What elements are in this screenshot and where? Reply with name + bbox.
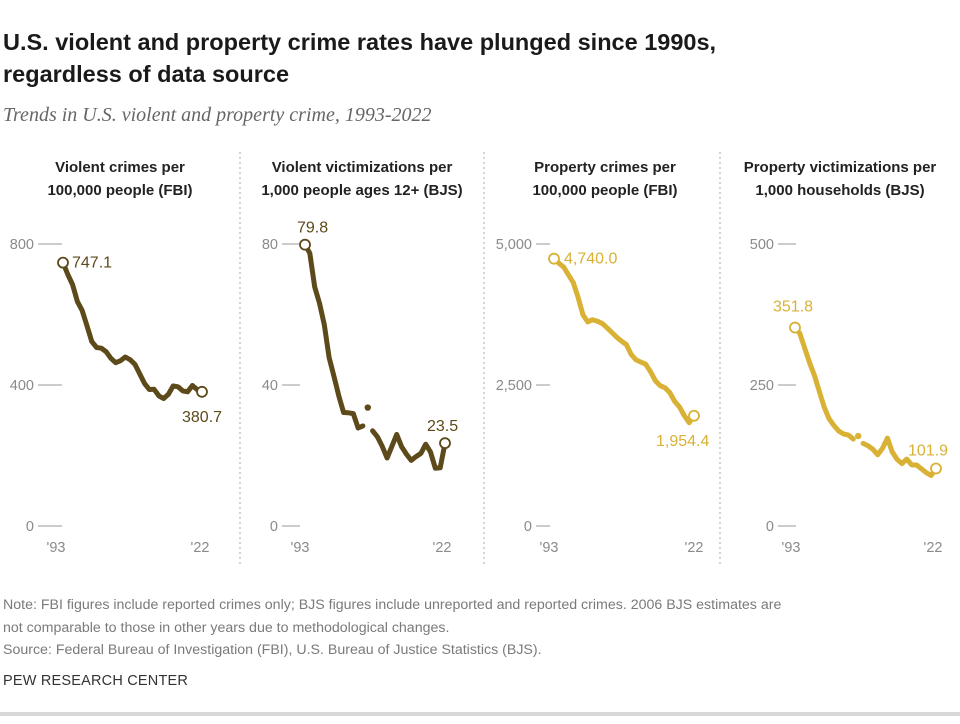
y-tick-label-3-2: 500 (750, 237, 774, 253)
x-tick-label-end-3: '22 (924, 540, 943, 556)
endpoint-marker-end-1 (439, 437, 451, 450)
panel-title-3-line2: 100,000 people (FBI) (532, 182, 678, 199)
note-line2: not comparable to those in other years d… (3, 619, 450, 636)
y-tick-label-3-0: 0 (766, 519, 774, 535)
series-line-3-2 (860, 435, 939, 478)
data-label-end-1: 23.5 (427, 418, 458, 435)
series-line-3-0 (792, 325, 856, 442)
y-tick-label-1-2: 80 (262, 237, 278, 253)
panel-title-3-line1: Property crimes per (534, 159, 676, 176)
x-tick-label-end-2: '22 (685, 540, 704, 556)
y-tick-label-1-0: 0 (270, 519, 278, 535)
data-label-start-2: 4,740.0 (564, 251, 617, 268)
y-tick-label-2-2: 5,000 (496, 237, 532, 253)
y-tick-label-3-1: 250 (750, 378, 774, 394)
y-tick-label-0-1: 400 (10, 378, 34, 394)
panel-title-4-line2: 1,000 households (BJS) (755, 182, 925, 199)
note-line1: Note: FBI figures include reported crime… (3, 597, 782, 613)
data-label-start-0: 747.1 (72, 255, 112, 272)
x-tick-label-end-1: '22 (433, 540, 452, 556)
panel-title-1: Violent crimes per 100,000 people (FBI) (2, 156, 238, 202)
x-tick-label-start-2: '93 (540, 540, 559, 556)
chart-title-line2: regardless of data source (3, 61, 290, 87)
y-tick-label-0-0: 0 (26, 519, 34, 535)
endpoint-marker-end-0 (196, 385, 208, 398)
panel-title-4: Property victimizations per 1,000 househ… (722, 156, 958, 202)
series-line-0-0 (60, 260, 205, 401)
y-tick-label-2-1: 2,500 (496, 378, 532, 394)
data-label-end-0: 380.7 (182, 409, 222, 426)
y-tick-label-2-0: 0 (524, 519, 532, 535)
endpoint-marker-end-2 (688, 409, 700, 422)
panel-title-2-line1: Violent victimizations per (271, 159, 453, 176)
series-line-1-0 (302, 242, 366, 431)
chart-note: Note: FBI figures include reported crime… (3, 594, 953, 662)
x-tick-label-start-0: '93 (47, 540, 66, 556)
source-line: Source: Federal Bureau of Investigation … (3, 642, 542, 658)
data-label-end-3: 101.9 (908, 443, 948, 460)
x-tick-label-start-1: '93 (291, 540, 310, 556)
panel-title-4-line1: Property victimizations per (743, 159, 937, 176)
panel-title-2-line2: 1,000 people ages 12+ (BJS) (261, 182, 463, 199)
y-tick-label-0-2: 800 (10, 237, 34, 253)
pew-research-logo-text: PEW RESEARCH CENTER (3, 673, 189, 689)
chart-title: U.S. violent and property crime rates ha… (3, 26, 933, 90)
data-label-start-1: 79.8 (297, 220, 328, 237)
endpoint-marker-start-2 (548, 252, 560, 265)
panel-title-1-line1: Violent crimes per (55, 159, 185, 176)
x-tick-label-end-0: '22 (191, 540, 210, 556)
data-point-isolated-1-1 (364, 404, 371, 411)
data-label-end-2: 1,954.4 (656, 433, 709, 450)
endpoint-marker-start-1 (299, 238, 311, 251)
data-point-isolated-3-1 (855, 432, 862, 440)
panel-title-1-line2: 100,000 people (FBI) (47, 182, 193, 199)
y-tick-label-1-1: 40 (262, 378, 278, 394)
panel-title-3: Property crimes per 100,000 people (FBI) (486, 156, 724, 202)
endpoint-marker-start-0 (57, 256, 69, 269)
chart-subtitle: Trends in U.S. violent and property crim… (3, 104, 432, 126)
bottom-rule (0, 712, 960, 716)
series-line-1-2 (370, 428, 448, 471)
x-tick-label-start-3: '93 (782, 540, 801, 556)
data-label-start-3: 351.8 (773, 299, 813, 316)
panel-title-2: Violent victimizations per 1,000 people … (242, 156, 482, 202)
series-line-2-0 (551, 256, 697, 426)
endpoint-marker-end-3 (930, 462, 942, 475)
endpoint-marker-start-3 (789, 321, 801, 334)
chart-title-line1: U.S. violent and property crime rates ha… (3, 29, 717, 55)
